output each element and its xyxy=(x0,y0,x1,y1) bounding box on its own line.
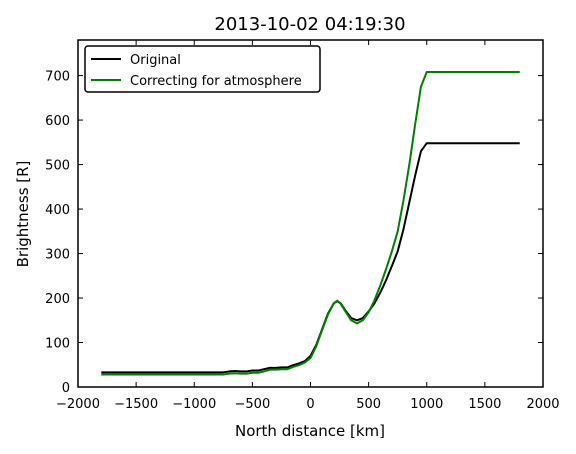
axes-frame xyxy=(77,39,544,388)
y-tick-label: 400 xyxy=(45,203,70,218)
legend-label-atmosphere-corrected: Correcting for atmosphere xyxy=(130,74,302,89)
x-tick-label: −1500 xyxy=(114,397,158,412)
y-tick-label: 500 xyxy=(45,159,70,174)
x-tick-label: 0 xyxy=(306,397,314,412)
legend-label-original: Original xyxy=(130,53,181,68)
chart-title: 2013-10-02 04:19:30 xyxy=(214,14,405,35)
y-tick-label: 0 xyxy=(62,381,70,396)
plot-area: −2000 −1500 −1000 −500 0 500 1000 1500 2000 0 100 2… xyxy=(45,39,560,412)
y-tick-label: 600 xyxy=(45,114,70,129)
x-tick-label: −1000 xyxy=(172,397,216,412)
y-axis-label: Brightness [R] xyxy=(14,161,32,268)
legend-box xyxy=(84,45,321,93)
series-line-atmosphere-corrected xyxy=(101,71,520,376)
y-tick-label: 200 xyxy=(45,292,70,307)
x-tick-label: 500 xyxy=(356,397,381,412)
x-tick-label: −2000 xyxy=(56,397,100,412)
x-tick-label: 1000 xyxy=(410,397,443,412)
x-axis-label: North distance [km] xyxy=(235,422,385,440)
x-tick-label: 2000 xyxy=(526,397,559,412)
x-tick-label: −500 xyxy=(235,397,271,412)
x-tick-label: 1500 xyxy=(468,397,501,412)
y-tick-label: 700 xyxy=(45,70,70,85)
y-tick-label: 300 xyxy=(45,248,70,263)
y-tick-label: 100 xyxy=(45,337,70,352)
legend: Original Correcting for atmosphere xyxy=(84,45,321,93)
